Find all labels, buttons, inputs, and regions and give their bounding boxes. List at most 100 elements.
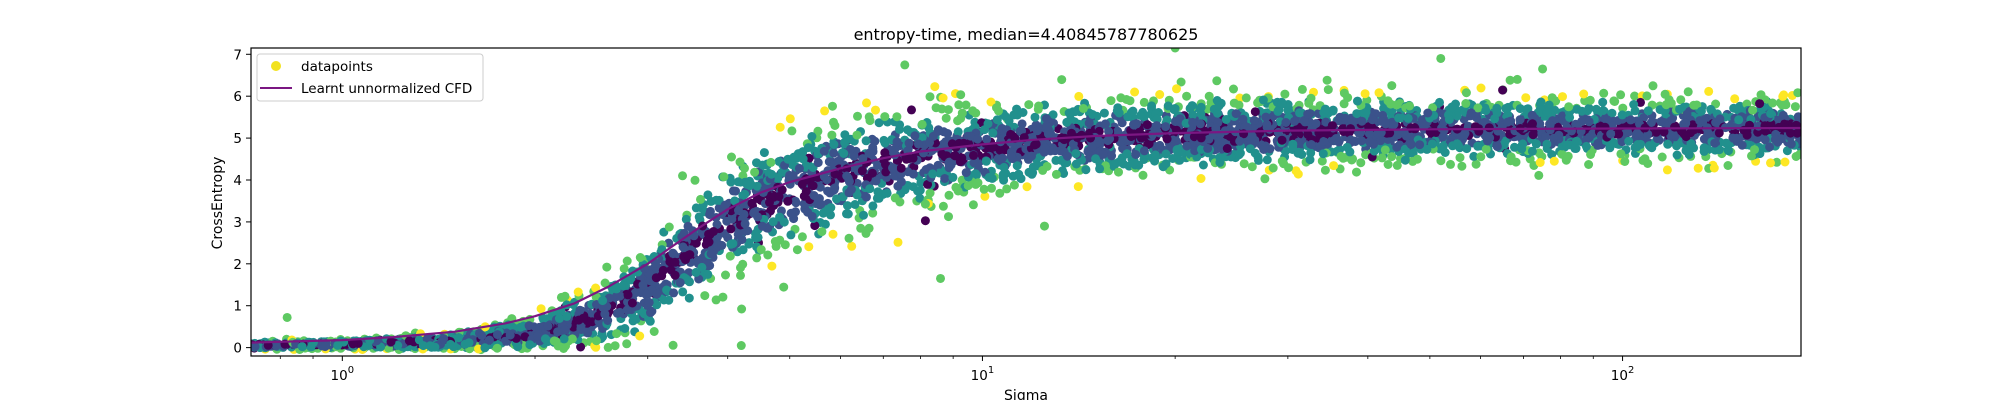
x-tick-exponent: 2 <box>1628 365 1634 376</box>
data-point <box>1376 136 1385 146</box>
data-point <box>1536 97 1546 107</box>
data-point <box>728 186 738 196</box>
data-point <box>1329 161 1339 171</box>
data-point <box>1247 131 1257 141</box>
data-point <box>1598 97 1608 107</box>
data-point <box>726 239 736 249</box>
data-point <box>920 216 930 226</box>
data-point <box>543 321 553 331</box>
data-point <box>767 261 777 271</box>
data-point <box>842 171 852 181</box>
data-point <box>736 263 745 273</box>
data-point <box>953 127 963 137</box>
data-point <box>971 169 981 179</box>
data-point <box>852 190 862 200</box>
data-point <box>1584 103 1594 113</box>
cfd-curve <box>251 126 1801 344</box>
data-point <box>561 341 570 351</box>
data-point <box>969 150 978 160</box>
data-point <box>786 230 796 240</box>
data-point <box>1142 120 1152 130</box>
data-point <box>651 273 661 283</box>
data-point <box>1392 160 1402 170</box>
data-point <box>1064 108 1074 118</box>
data-point <box>1734 115 1744 125</box>
data-point <box>1610 97 1620 106</box>
data-point <box>505 330 515 340</box>
data-point <box>575 305 585 315</box>
data-point <box>1469 151 1479 161</box>
data-point <box>830 183 840 193</box>
chart-title: entropy-time, median=4.40845787780625 <box>854 25 1199 44</box>
data-point <box>615 307 625 317</box>
data-point <box>1258 95 1268 105</box>
data-point <box>1311 119 1321 128</box>
data-point <box>740 189 750 199</box>
data-point <box>600 278 610 288</box>
data-point <box>719 172 729 182</box>
data-point <box>1599 88 1609 98</box>
data-point <box>1189 132 1199 142</box>
data-point <box>1577 116 1587 126</box>
data-point <box>1365 137 1375 147</box>
data-point <box>560 291 570 301</box>
data-point <box>1168 154 1178 163</box>
data-point <box>804 242 814 252</box>
data-point <box>1113 126 1123 136</box>
data-point <box>1295 108 1304 118</box>
plot-frame <box>250 47 1802 357</box>
data-point <box>759 148 769 158</box>
data-point <box>904 138 914 148</box>
data-point <box>903 125 913 135</box>
data-point <box>1139 146 1149 156</box>
data-point <box>691 203 701 213</box>
data-point <box>908 182 918 192</box>
data-point <box>957 108 967 118</box>
x-axis: 100 101 102 <box>279 356 1634 384</box>
data-point <box>1781 100 1791 110</box>
data-point <box>1280 89 1290 99</box>
data-point <box>752 253 762 263</box>
data-point <box>610 341 620 351</box>
data-point <box>948 172 958 182</box>
data-point <box>1057 75 1067 85</box>
data-point <box>1182 141 1192 151</box>
data-point <box>1657 152 1667 162</box>
data-point <box>1161 159 1171 169</box>
data-point <box>464 338 474 348</box>
data-point <box>1392 100 1402 110</box>
data-point <box>1462 144 1472 154</box>
data-point <box>1446 159 1455 169</box>
data-point <box>1528 130 1538 140</box>
data-point <box>1476 152 1486 162</box>
data-point <box>393 341 403 350</box>
data-point <box>998 170 1008 180</box>
data-point <box>988 128 998 138</box>
data-point <box>915 193 925 203</box>
data-point <box>1723 145 1733 155</box>
data-point <box>306 342 316 352</box>
data-point <box>1240 122 1250 132</box>
data-point <box>1617 137 1627 147</box>
data-point <box>1239 159 1249 169</box>
data-point <box>591 336 601 346</box>
data-point <box>1423 108 1433 118</box>
data-point <box>1607 108 1617 118</box>
data-point-outlier <box>678 171 688 181</box>
y-tick-label: 1 <box>233 299 242 315</box>
data-point <box>1172 146 1182 156</box>
data-point <box>683 251 693 260</box>
data-point <box>750 167 760 177</box>
data-point <box>600 309 610 319</box>
data-point <box>1709 163 1719 173</box>
data-point <box>1213 108 1222 118</box>
data-point <box>1249 115 1259 125</box>
data-point <box>1161 122 1171 132</box>
data-point <box>1614 129 1624 139</box>
x-tick-label: 101 <box>971 365 995 384</box>
data-point <box>839 149 849 158</box>
data-point-outlier <box>936 273 946 283</box>
data-point <box>744 238 754 248</box>
data-point <box>678 242 688 252</box>
data-point <box>622 339 632 349</box>
